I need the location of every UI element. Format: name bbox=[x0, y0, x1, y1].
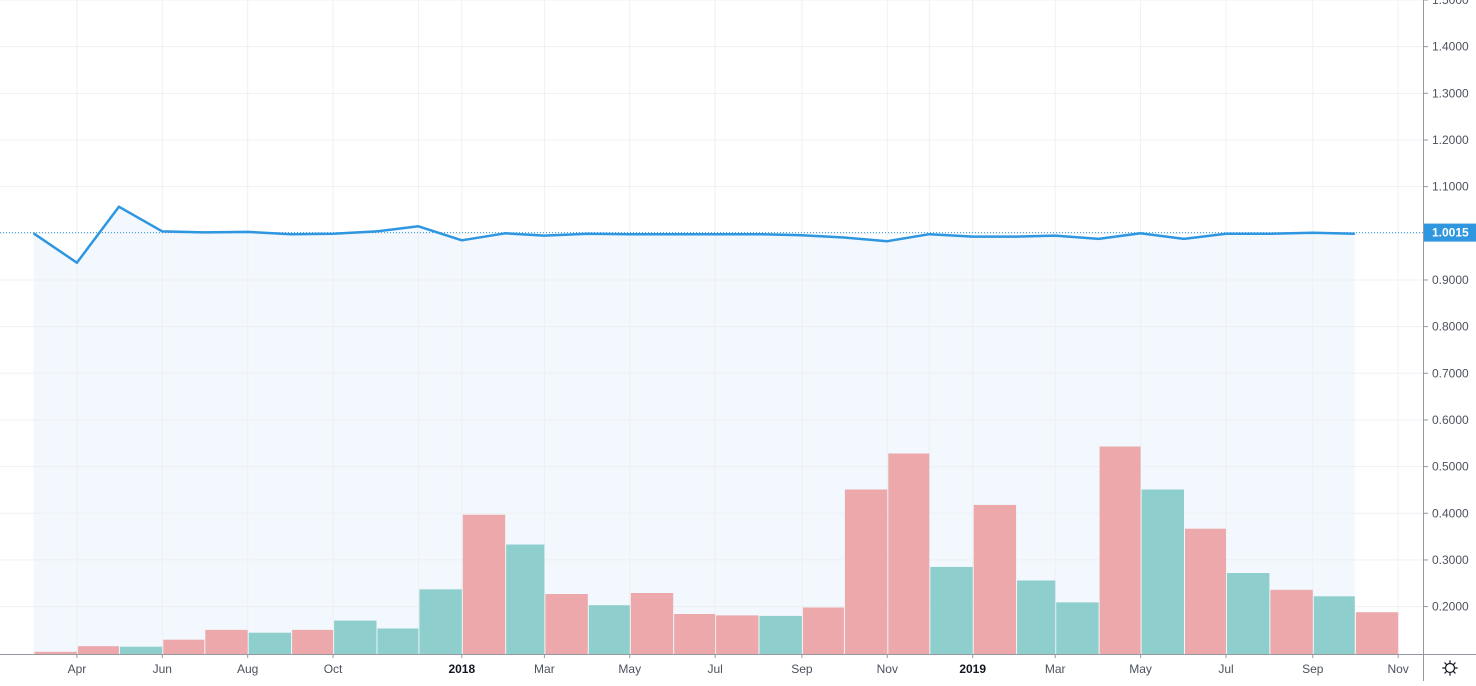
histogram-bar bbox=[589, 605, 630, 654]
y-tick-label: 1.3000 bbox=[1432, 86, 1469, 100]
x-tick-label: Mar bbox=[1045, 662, 1066, 676]
y-tick-label: 0.6000 bbox=[1432, 413, 1469, 427]
histogram-bar bbox=[674, 614, 715, 654]
x-tick-label: May bbox=[618, 662, 641, 676]
gear-icon bbox=[1442, 660, 1458, 676]
x-tick-label: Nov bbox=[1387, 662, 1408, 676]
histogram-bar bbox=[120, 647, 162, 654]
histogram-bar bbox=[249, 633, 291, 654]
y-tick-label: 0.2000 bbox=[1432, 600, 1469, 614]
x-tick-label: Nov bbox=[877, 662, 898, 676]
histogram-bar bbox=[35, 652, 77, 654]
x-tick-label: Sep bbox=[1302, 662, 1324, 676]
y-tick-label: 1.4000 bbox=[1432, 40, 1469, 54]
chart-settings-button[interactable] bbox=[1423, 655, 1476, 681]
y-tick-label: 0.8000 bbox=[1432, 320, 1469, 334]
histogram-bar bbox=[845, 490, 887, 655]
histogram-bar bbox=[888, 454, 929, 655]
histogram-bar bbox=[205, 630, 247, 654]
histogram-bar bbox=[463, 515, 505, 654]
histogram-bar bbox=[1314, 596, 1355, 654]
x-tick-label: Jul bbox=[707, 662, 722, 676]
histogram-bar bbox=[334, 621, 376, 654]
y-tick-label: 1.5000 bbox=[1432, 0, 1469, 7]
histogram-bar bbox=[1017, 581, 1055, 655]
histogram-bar bbox=[631, 593, 673, 654]
histogram-bar bbox=[506, 545, 544, 655]
histogram-bar bbox=[760, 616, 802, 654]
x-tick-label: Jul bbox=[1218, 662, 1233, 676]
histogram-bar bbox=[1356, 612, 1398, 654]
histogram-bar bbox=[930, 567, 972, 654]
x-tick-label: 2018 bbox=[448, 662, 475, 676]
x-tick-label: Sep bbox=[791, 662, 813, 676]
histogram-bar bbox=[419, 589, 461, 654]
y-tick-label: 0.9000 bbox=[1432, 273, 1469, 287]
y-tick-label: 0.7000 bbox=[1432, 366, 1469, 380]
last-value-badge: 1.0015 bbox=[1424, 224, 1476, 242]
histogram-bar bbox=[1056, 602, 1098, 654]
histogram-bar bbox=[163, 640, 204, 654]
histogram-bar bbox=[803, 608, 844, 655]
histogram-bar bbox=[78, 646, 119, 654]
histogram-bar bbox=[1185, 529, 1226, 654]
histogram-bar bbox=[377, 629, 418, 655]
histogram-bar bbox=[716, 615, 758, 654]
y-tick-label: 0.4000 bbox=[1432, 506, 1469, 520]
x-axis: Apr Jun Aug Oct 2018 Mar May Jul Sep Nov 2019 Mar Ma… bbox=[68, 654, 1409, 676]
y-tick-label: 0.5000 bbox=[1432, 460, 1469, 474]
y-axis: 1.50001.40001.30001.20001.10001.00000.90… bbox=[1423, 0, 1469, 614]
histogram-bar bbox=[1142, 490, 1184, 655]
histogram-bar bbox=[1270, 590, 1312, 654]
x-tick-label: Oct bbox=[324, 662, 343, 676]
x-tick-label: Aug bbox=[237, 662, 258, 676]
x-tick-label: Apr bbox=[68, 662, 87, 676]
y-tick-label: 1.2000 bbox=[1432, 133, 1469, 147]
histogram-bar bbox=[292, 630, 333, 654]
histogram-bar bbox=[545, 594, 587, 654]
histogram-bar bbox=[1100, 447, 1141, 655]
last-value-label: 1.0015 bbox=[1432, 226, 1469, 240]
x-tick-label: May bbox=[1129, 662, 1152, 676]
x-tick-label: Jun bbox=[153, 662, 172, 676]
y-tick-label: 1.1000 bbox=[1432, 180, 1469, 194]
histogram-bar bbox=[974, 505, 1016, 654]
x-tick-label: 2019 bbox=[959, 662, 986, 676]
x-tick-label: Mar bbox=[534, 662, 555, 676]
histogram-bar bbox=[1227, 573, 1269, 654]
y-tick-label: 0.3000 bbox=[1432, 553, 1469, 567]
